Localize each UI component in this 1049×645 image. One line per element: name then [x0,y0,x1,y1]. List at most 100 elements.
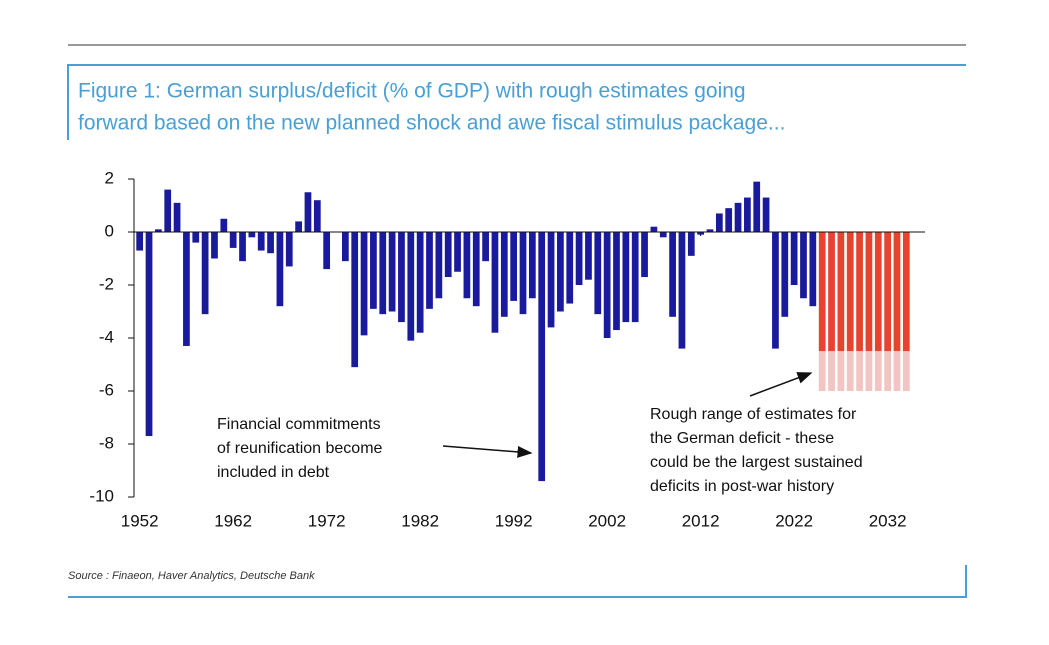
bar [416,232,424,333]
source: Source : Finaeon, Haver Analytics, Deuts… [68,570,315,582]
bar [341,232,349,262]
bar [164,189,172,232]
bar [407,232,415,341]
x-tick-label: 1962 [214,511,252,530]
annotation: deficits in post-war history [650,478,834,495]
x-tick-label: 1972 [308,511,346,530]
y-tick-label: -10 [89,486,114,505]
bar [388,232,396,312]
bar [781,232,789,317]
bar [435,232,443,299]
bar [472,232,480,307]
chart-title: Figure 1: German surplus/deficit (% of G… [78,80,746,103]
bar [641,232,648,278]
bar [201,232,209,315]
bar [183,232,190,346]
bar [463,232,471,299]
bar [678,232,686,349]
bar [557,232,564,312]
bar [295,221,302,232]
bar [155,229,162,232]
bar [547,232,555,328]
bar [669,232,676,317]
bar [192,232,200,243]
bar [211,232,218,259]
bar [313,200,321,232]
bar [603,232,611,338]
arrow [749,372,813,397]
bar [323,232,331,270]
bar [874,232,882,352]
bar [631,232,639,323]
bar [687,232,695,256]
y-tick-label: 0 [105,221,114,240]
bar [379,232,387,315]
annotation: Financial commitments [217,416,381,433]
title-frame [67,64,966,140]
x-tick-label: 2032 [869,511,907,530]
bar [856,351,863,391]
bar [500,232,508,317]
bar [398,232,405,323]
bar [837,351,845,391]
footer-frame [68,565,967,598]
bar [697,232,705,235]
bar [613,232,620,331]
bar [145,232,153,437]
bar [257,232,265,251]
bar [725,208,733,232]
bar [585,232,592,280]
bar [762,197,770,232]
plot: -10 -8 -6 -4 -2 0 2 1952 1962 1972 1982 1992 2002 201… [89,168,925,530]
x-tick-label: 1992 [495,511,533,530]
bar [622,232,630,323]
bar [706,229,714,232]
bar [893,351,901,391]
annotation: the German deficit - these [650,430,834,447]
bar [594,232,602,315]
bar [837,232,845,352]
x-tick-label: 2012 [682,511,720,530]
y-tick-label: -8 [99,433,114,452]
x-tick-label: 1982 [401,511,439,530]
bar [519,232,527,315]
bar [360,232,368,336]
bar [444,232,452,278]
y-tick-label: -4 [99,327,114,346]
bar [846,351,854,391]
bar [575,232,583,285]
bar [809,232,817,307]
bar [538,232,546,482]
bar [715,213,723,232]
bar [818,232,826,352]
bar [772,232,779,349]
bar [659,232,667,238]
y-tick-label: 2 [105,168,114,187]
bar [491,232,499,333]
bar [276,232,284,307]
arrow [442,445,533,458]
chart-title: forward based on the new planned shock a… [78,112,785,135]
bar [902,232,910,352]
y-tick-label: -2 [99,274,114,293]
bar [865,232,873,352]
bar [351,232,359,368]
bar [744,197,751,232]
x-tick-label: 2002 [588,511,626,530]
bar [267,232,274,254]
bar [173,202,181,232]
annotation: of reunification become [217,440,383,457]
bar [874,351,882,391]
bar [818,351,826,391]
bar [229,232,237,248]
annotation: could be the largest sustained [650,454,863,471]
bar [220,218,228,232]
bar [800,232,807,299]
bar [454,232,461,272]
bar [828,351,835,391]
bar [482,232,489,262]
bar [510,232,518,301]
bar [239,232,246,262]
bar [884,351,891,391]
